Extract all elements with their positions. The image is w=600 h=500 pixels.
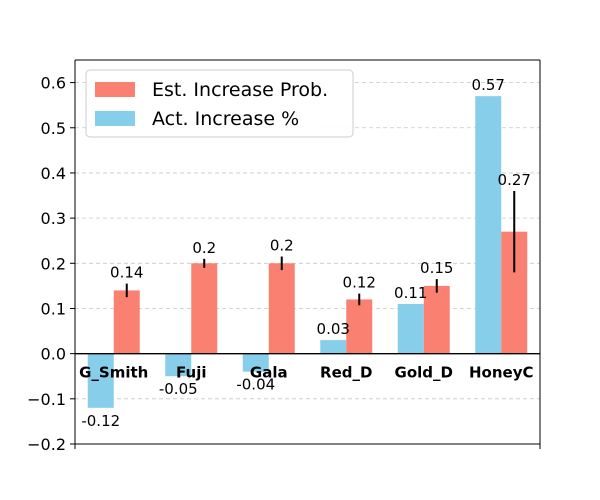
data-label-estimated: 0.27 <box>498 171 531 189</box>
axes: −0.2 −0.1 0.0 0.1 0.2 0.3 0.4 0.5 0.6 <box>27 59 541 454</box>
y-tick-label: −0.2 <box>27 435 66 454</box>
y-tick-label: 0.0 <box>41 345 66 364</box>
bar-estimated-fuji <box>191 263 218 354</box>
bar-estimated-gala <box>268 263 295 354</box>
legend-swatch <box>95 111 135 126</box>
data-label-estimated: 0.14 <box>110 264 143 282</box>
bar-actual-red_d <box>320 340 347 354</box>
data-label-estimated: 0.12 <box>343 274 376 292</box>
data-label-estimated: 0.2 <box>270 237 294 255</box>
y-tick-label: 0.4 <box>41 164 66 183</box>
bar-estimated-gold_d <box>423 285 450 354</box>
bar-actual-gala <box>242 353 269 372</box>
legend-frame <box>85 69 354 138</box>
y-tick-label: 0.6 <box>41 74 66 93</box>
legend: Est. Increase Prob. Act. Increase % <box>85 69 354 138</box>
bars <box>87 96 528 408</box>
legend-label: Act. Increase % <box>152 108 299 130</box>
y-tick-label: −0.1 <box>27 390 66 409</box>
data-label-actual: 0.11 <box>394 284 427 302</box>
data-label-actual: -0.05 <box>159 380 198 398</box>
data-label-actual: 0.03 <box>317 320 350 338</box>
category-label: Gold_D <box>395 364 453 382</box>
y-tick-label: 0.1 <box>41 299 66 318</box>
bar-actual-gold_d <box>397 303 424 354</box>
bar-actual-fuji <box>165 353 192 377</box>
bar-actual-honeyc <box>475 96 502 354</box>
y-tick-label: 0.5 <box>41 119 66 138</box>
data-label-estimated: 0.15 <box>420 259 453 277</box>
legend-swatch <box>95 82 135 97</box>
data-label-actual: -0.04 <box>236 376 275 394</box>
bar-actual-g_smith <box>87 353 114 408</box>
y-tick-label: 0.3 <box>41 209 66 228</box>
category-label: G_Smith <box>79 364 148 382</box>
data-label-actual: -0.12 <box>81 412 120 430</box>
category-label: Fuji <box>176 364 206 382</box>
data-label-actual: 0.57 <box>472 76 505 94</box>
y-tick-label: 0.2 <box>41 254 66 273</box>
data-label-estimated: 0.2 <box>192 239 216 257</box>
category-label: HoneyC <box>469 364 534 382</box>
category-label: Gala <box>250 364 288 382</box>
labels: -0.12 0.14 G_Smith -0.05 0.2 Fuji -0.04 0.2 Gala… <box>79 76 533 430</box>
bar-estimated-g_smith <box>113 290 140 354</box>
bar-estimated-red_d <box>346 299 373 354</box>
category-label: Red_D <box>320 364 372 382</box>
legend-label: Est. Increase Prob. <box>152 79 328 101</box>
